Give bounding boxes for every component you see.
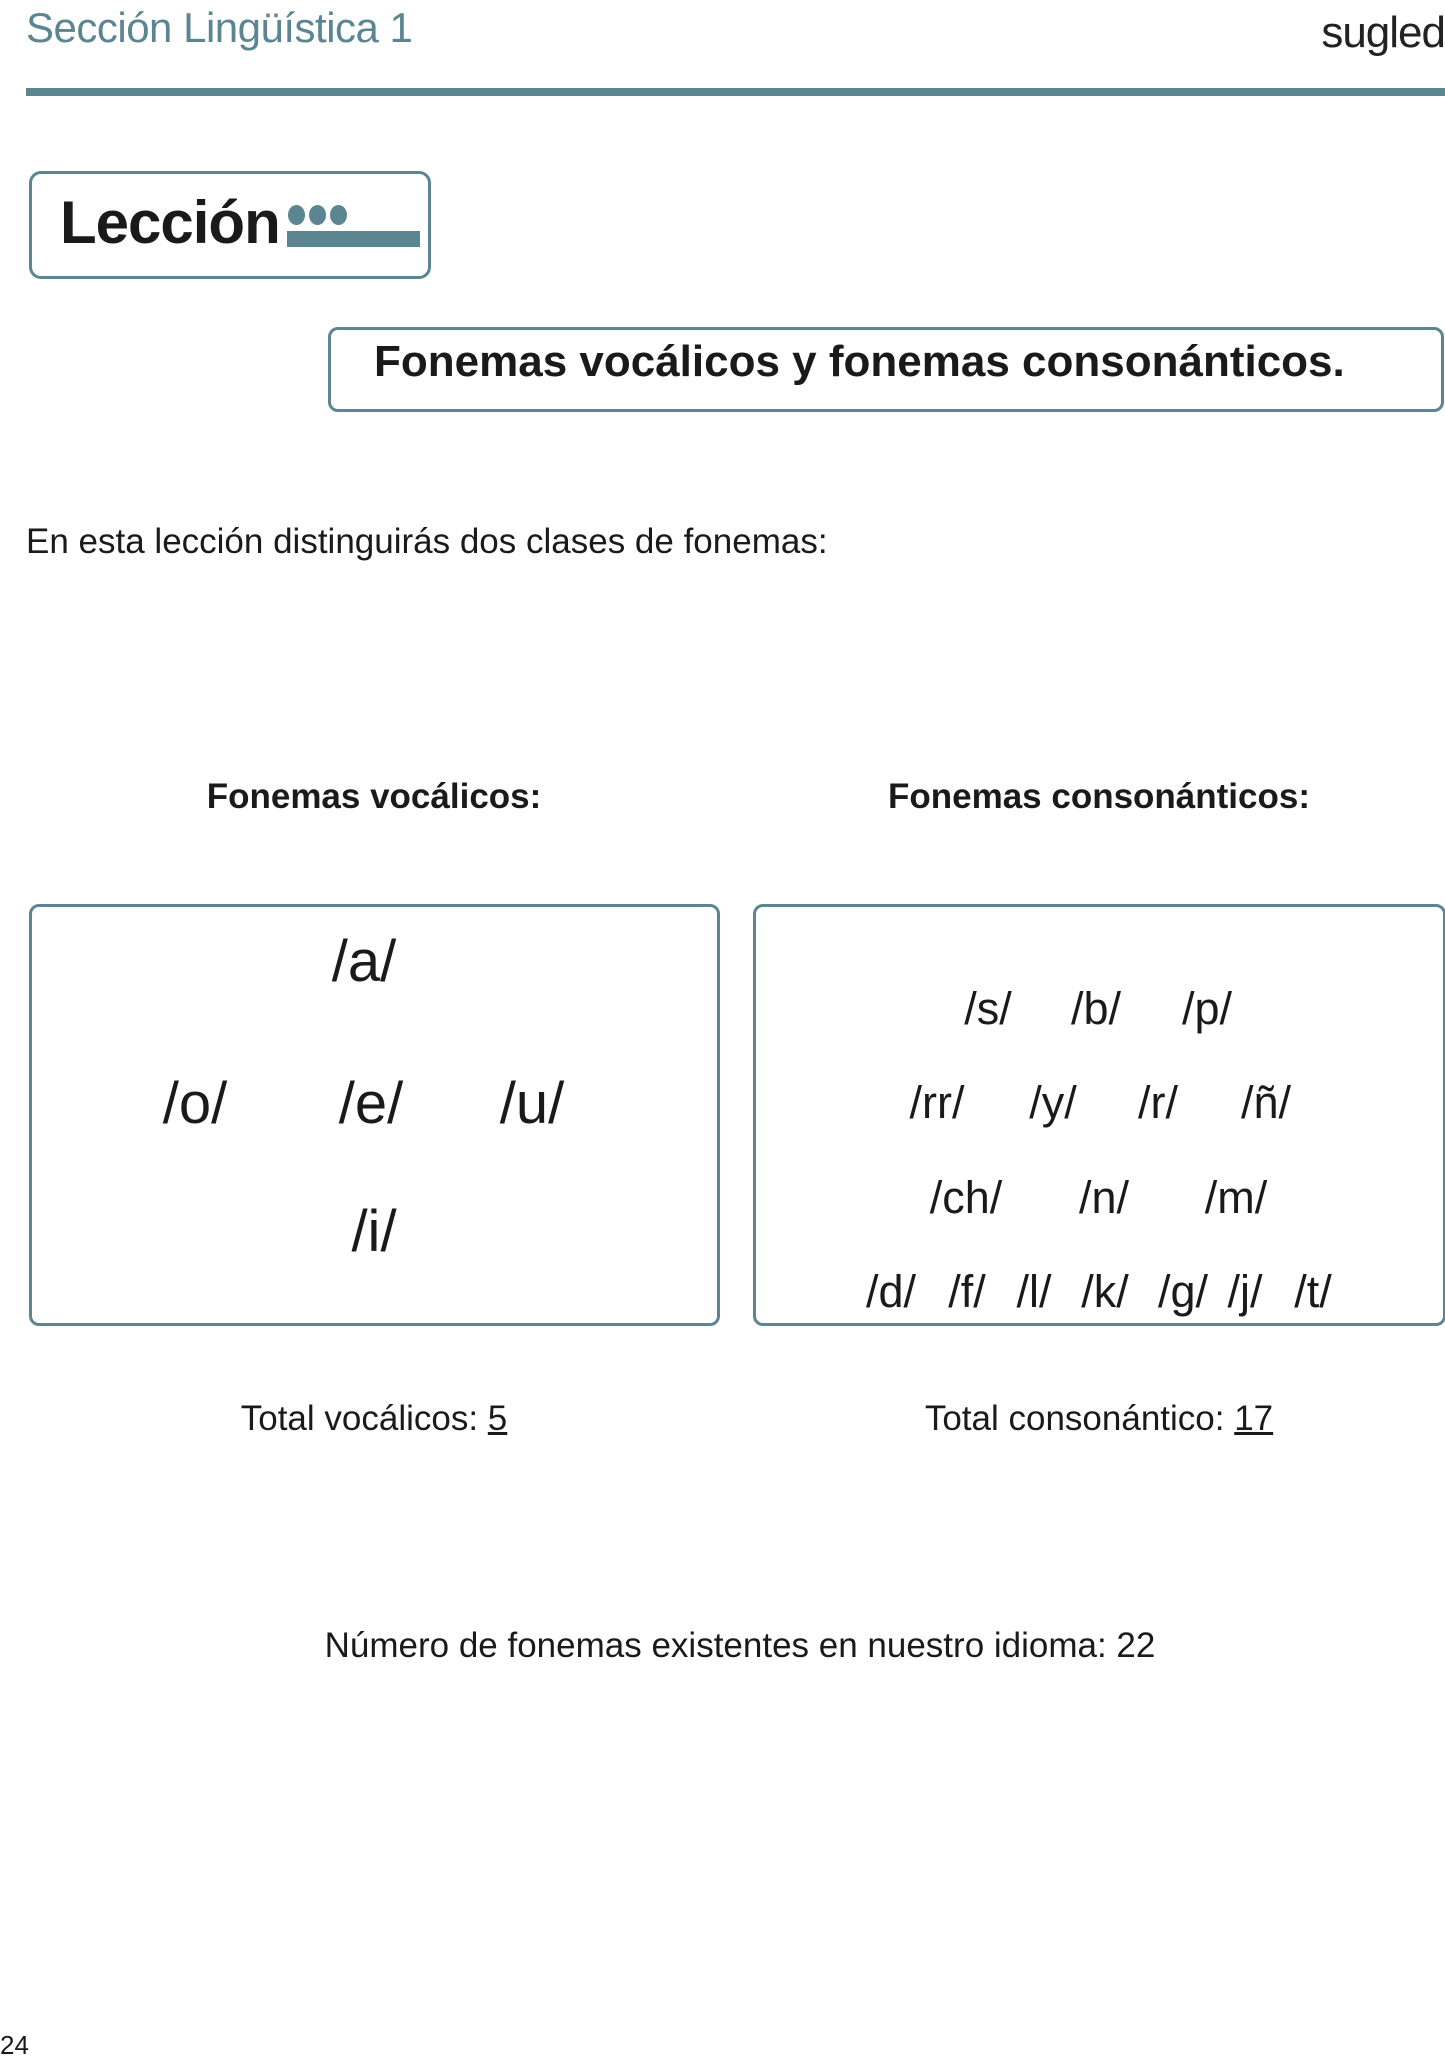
summary-text: Número de fonemas existentes en nuestro … — [324, 1626, 1156, 1665]
consonant-phoneme: /f/ — [948, 1266, 986, 1317]
sugled-logo: sugled — [1321, 8, 1445, 57]
consonants-box — [753, 904, 1445, 1326]
total-label: Total vocálicos: — [240, 1399, 488, 1438]
consonant-phoneme: /ñ/ — [1240, 1077, 1292, 1128]
lesson-title: Fonemas vocálicos y fonemas consonántico… — [374, 337, 1345, 386]
lesson-label: Lección — [60, 189, 281, 256]
dot-icon — [288, 205, 305, 225]
consonant-phoneme: /j/ — [1227, 1266, 1263, 1317]
consonant-phoneme: /n/ — [1078, 1172, 1130, 1223]
page-number: 24 — [0, 2030, 29, 2060]
vowel-phoneme: /i/ — [351, 1199, 397, 1264]
consonants-heading: Fonemas consonánticos: — [887, 777, 1311, 816]
consonant-phoneme: /d/ — [865, 1266, 917, 1317]
consonant-phoneme: /y/ — [1029, 1077, 1077, 1128]
consonant-phoneme: /g/ — [1157, 1266, 1209, 1317]
vowel-phoneme: /o/ — [162, 1071, 228, 1136]
section-title: Sección Lingüística 1 — [26, 4, 413, 51]
vowel-phoneme: /a/ — [331, 929, 397, 994]
vowel-phoneme: /u/ — [499, 1071, 565, 1136]
dot-icon — [309, 205, 326, 225]
consonant-phoneme: /k/ — [1081, 1266, 1129, 1317]
consonant-phoneme: /rr/ — [909, 1077, 965, 1128]
consonant-phoneme: /b/ — [1070, 983, 1122, 1034]
consonant-phoneme: /r/ — [1138, 1077, 1178, 1128]
consonant-phoneme: /ch/ — [929, 1172, 1003, 1223]
consonant-phoneme: /m/ — [1204, 1172, 1268, 1223]
dot-icon — [330, 205, 347, 225]
consonant-phoneme: /p/ — [1181, 983, 1233, 1034]
lesson-label-box — [29, 171, 431, 279]
header-rule — [26, 88, 1445, 96]
vowels-heading: Fonemas vocálicos: — [206, 777, 542, 816]
total-value: 5 — [487, 1399, 508, 1438]
consonant-phoneme: /s/ — [964, 983, 1012, 1034]
total-value: 17 — [1234, 1399, 1274, 1438]
intro-text: En esta lección distinguirás dos clases … — [26, 522, 828, 561]
lesson-bar — [287, 231, 420, 247]
vowel-phoneme: /e/ — [338, 1071, 404, 1136]
consonant-phoneme: /t/ — [1294, 1266, 1332, 1317]
consonant-phoneme: /l/ — [1016, 1266, 1052, 1317]
vowels-box — [29, 904, 720, 1326]
consonants-total: Total consonántico: 17 — [925, 1399, 1273, 1439]
vowels-total: Total vocálicos: 5 — [241, 1399, 508, 1439]
title-box — [328, 327, 1444, 412]
total-label: Total consonántico: — [924, 1399, 1235, 1438]
